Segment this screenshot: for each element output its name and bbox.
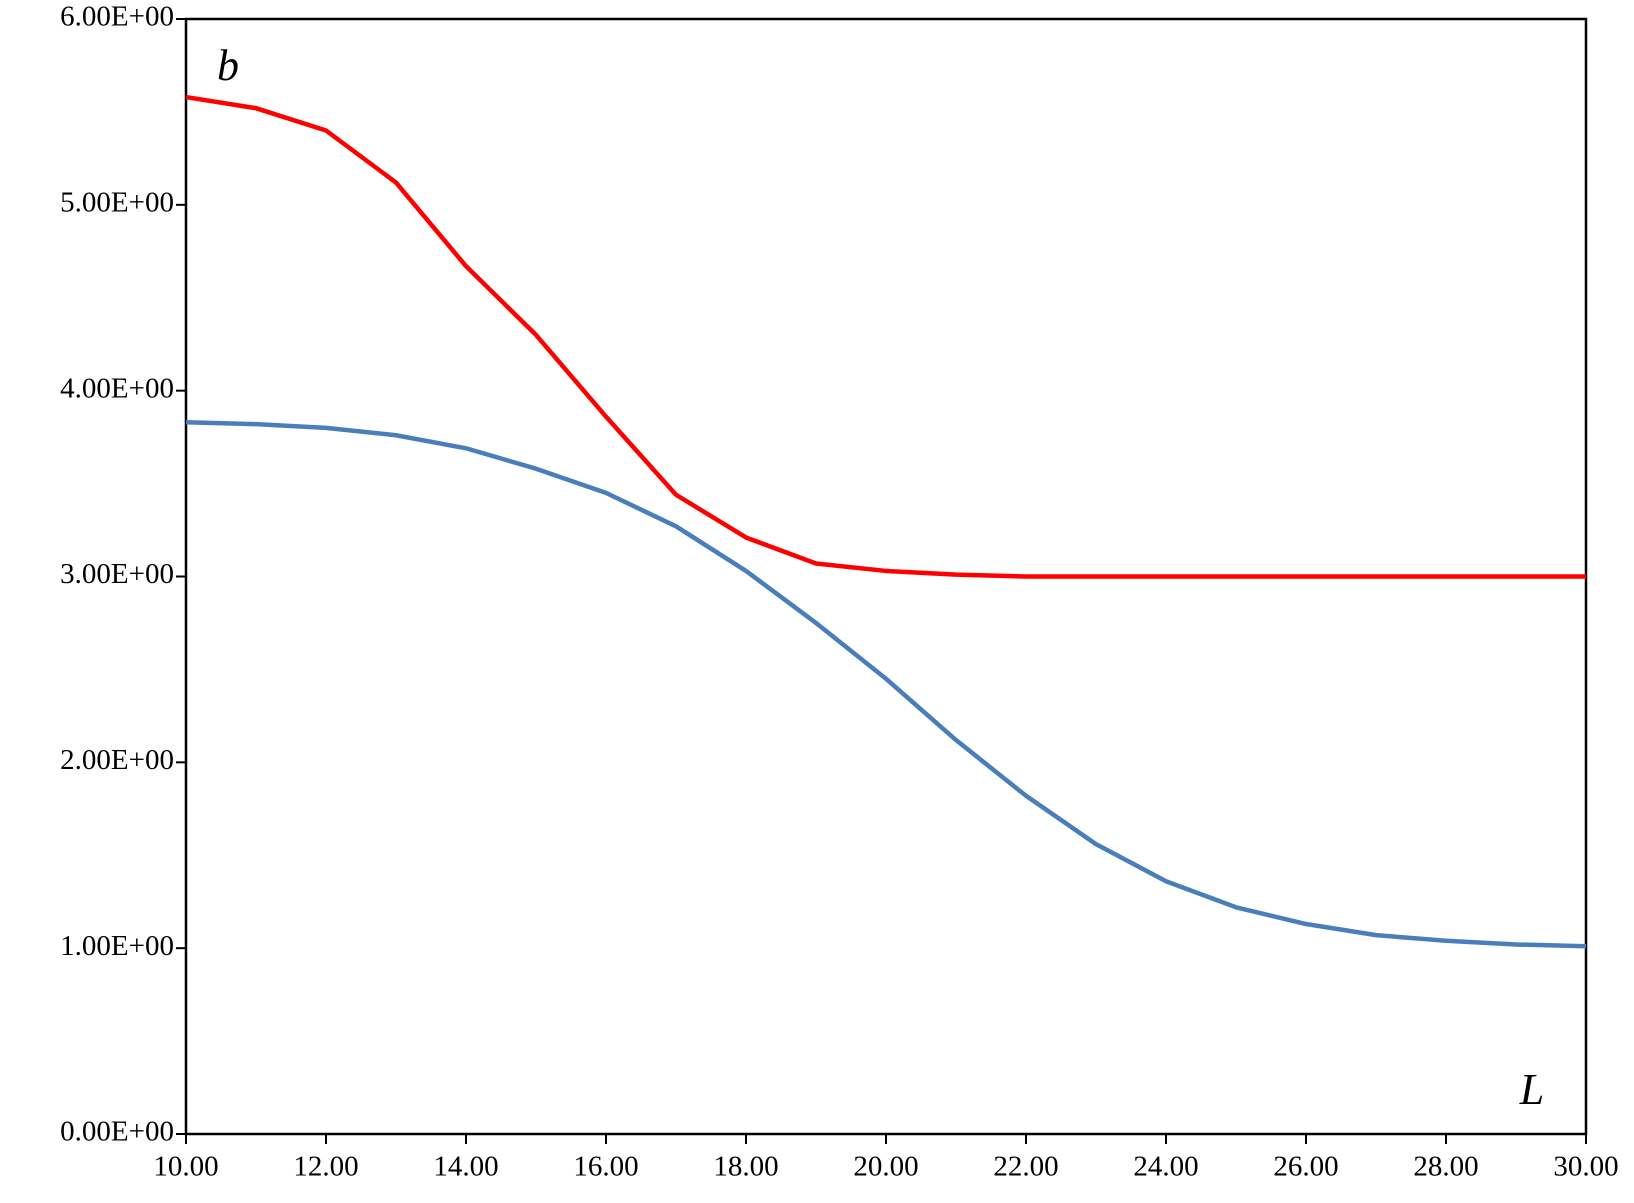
x-tick-label: 24.00 [1133, 1151, 1198, 1183]
y-tick-label: 1.00E+00 [60, 930, 174, 962]
y-tick-label: 0.00E+00 [60, 1116, 174, 1148]
y-tick-label: 3.00E+00 [60, 558, 174, 590]
line [185, 420, 1587, 949]
x-tick-label: 18.00 [713, 1151, 778, 1183]
x-tick-label: 20.00 [853, 1151, 918, 1183]
y-tick-label: 4.00E+00 [60, 372, 174, 404]
y-tick-label: 5.00E+00 [60, 186, 174, 218]
line [185, 94, 1586, 579]
x-tick-label: 14.00 [433, 1151, 498, 1183]
y-tick-label: 2.00E+00 [60, 744, 174, 776]
x-tick-label: 16.00 [573, 1151, 638, 1183]
x-tick-label: 12.00 [293, 1151, 358, 1183]
x-tick-label: 30.00 [1553, 1151, 1618, 1183]
x-tick-label: 26.00 [1273, 1151, 1338, 1183]
x-axis-title: L [1519, 1065, 1544, 1114]
x-tick-label: 28.00 [1413, 1151, 1478, 1183]
x-tick-label: 10.00 [153, 1151, 218, 1183]
y-axis-title: b [217, 41, 239, 90]
x-tick-label: 22.00 [993, 1151, 1058, 1183]
y-tick-label: 6.00E+00 [60, 1, 174, 33]
